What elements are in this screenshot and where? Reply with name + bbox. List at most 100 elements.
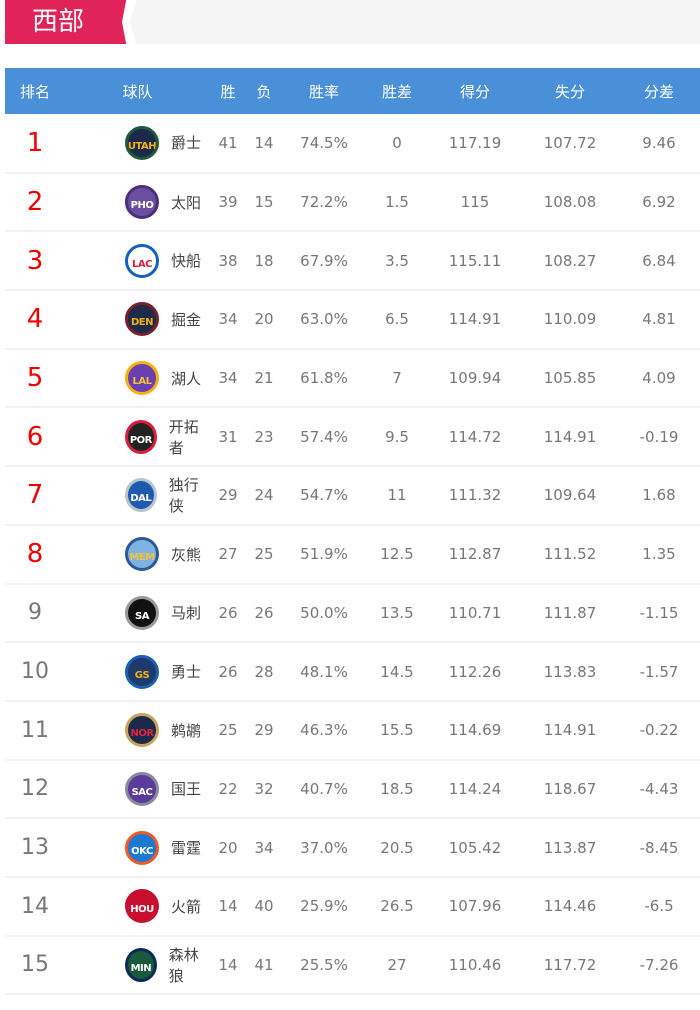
- team-abbr: DAL: [130, 493, 152, 505]
- win-pct: 63.0%: [282, 290, 366, 350]
- losses: 21: [246, 348, 282, 409]
- team-abbr: PHO: [130, 200, 154, 212]
- point-diff: -8.45: [618, 818, 700, 878]
- losses: 34: [246, 818, 282, 878]
- team-logo-icon: GS: [125, 654, 159, 689]
- games-behind: 0: [366, 114, 428, 174]
- team-abbr: HOU: [130, 904, 154, 916]
- team-name[interactable]: 独行侠: [168, 476, 199, 516]
- rank: 9: [5, 583, 65, 644]
- rank: 7: [5, 466, 65, 526]
- table-row[interactable]: 6 POR 开拓者 31 23 57.4% 9.5 114.72 114.91 -…: [5, 407, 700, 468]
- wins: 39: [210, 172, 246, 233]
- team-name[interactable]: 掘金: [171, 310, 202, 329]
- wins: 31: [210, 407, 246, 468]
- points-against: 109.64: [522, 466, 618, 526]
- table-header: 排名 球队 胜 负 胜率 胜差 得分 失分 分差: [5, 68, 700, 114]
- team-name[interactable]: 森林狼: [168, 945, 199, 985]
- win-pct: 48.1%: [282, 642, 366, 702]
- point-diff: -6.5: [618, 876, 700, 937]
- games-behind: 13.5: [366, 583, 428, 644]
- table-row[interactable]: 14 HOU 火箭 14 40 25.9% 26.5 107.96 114.46 …: [5, 876, 700, 937]
- table-row[interactable]: 13 OKC 雷霆 20 34 37.0% 20.5 105.42 113.87 …: [5, 818, 700, 878]
- win-pct: 25.5%: [282, 935, 366, 996]
- losses: 28: [246, 642, 282, 702]
- point-diff: 9.46: [618, 114, 700, 174]
- points-against: 105.85: [522, 348, 618, 409]
- team-name[interactable]: 灰熊: [171, 545, 202, 564]
- team-name[interactable]: 开拓者: [168, 417, 199, 457]
- points-for: 115: [428, 172, 522, 233]
- table-row[interactable]: 4 DEN 掘金 34 20 63.0% 6.5 114.91 110.09 4.…: [5, 290, 700, 350]
- col-team: 球队: [122, 82, 153, 101]
- col-rank: 排名: [19, 82, 50, 101]
- losses: 14: [246, 114, 282, 174]
- team-logo-icon: MEM: [125, 537, 159, 572]
- win-pct: 72.2%: [282, 172, 366, 233]
- losses: 40: [246, 876, 282, 937]
- points-against: 108.08: [522, 172, 618, 233]
- col-wins: 胜: [220, 82, 236, 101]
- team-name[interactable]: 雷霆: [171, 839, 202, 858]
- table-row[interactable]: 1 UTAH 爵士 41 14 74.5% 0 117.19 107.72 9.4…: [5, 114, 700, 174]
- games-behind: 9.5: [366, 407, 428, 468]
- wins: 14: [210, 876, 246, 937]
- team-name[interactable]: 爵士: [171, 134, 202, 153]
- team-name[interactable]: 国王: [171, 780, 202, 799]
- table-row[interactable]: 11 NOR 鹈鹕 25 29 46.3% 15.5 114.69 114.91 …: [5, 700, 700, 761]
- team-name[interactable]: 勇士: [171, 663, 202, 682]
- games-behind: 3.5: [366, 231, 428, 292]
- team-name[interactable]: 太阳: [171, 193, 202, 212]
- team-abbr: GS: [134, 669, 150, 681]
- team-name[interactable]: 快船: [171, 252, 202, 271]
- point-diff: 1.35: [618, 524, 700, 585]
- table-row[interactable]: 7 DAL 独行侠 29 24 54.7% 11 111.32 109.64 1.…: [5, 466, 700, 526]
- point-diff: 4.09: [618, 348, 700, 409]
- games-behind: 1.5: [366, 172, 428, 233]
- points-for: 110.71: [428, 583, 522, 644]
- conference-tab-west[interactable]: 西部: [5, 0, 133, 44]
- win-pct: 25.9%: [282, 876, 366, 937]
- points-against: 108.27: [522, 231, 618, 292]
- losses: 23: [246, 407, 282, 468]
- losses: 41: [246, 935, 282, 996]
- points-for: 115.11: [428, 231, 522, 292]
- win-pct: 40.7%: [282, 759, 366, 820]
- wins: 14: [210, 935, 246, 996]
- points-for: 114.72: [428, 407, 522, 468]
- table-row[interactable]: 8 MEM 灰熊 27 25 51.9% 12.5 112.87 111.52 1…: [5, 524, 700, 585]
- col-points-against: 失分: [554, 82, 585, 101]
- games-behind: 11: [366, 466, 428, 526]
- team-abbr: MEM: [129, 552, 155, 564]
- table-row[interactable]: 12 SAC 国王 22 32 40.7% 18.5 114.24 118.67 …: [5, 759, 700, 820]
- rank: 10: [5, 642, 65, 702]
- wins: 34: [210, 290, 246, 350]
- points-for: 107.96: [428, 876, 522, 937]
- table-row[interactable]: 2 PHO 太阳 39 15 72.2% 1.5 115 108.08 6.92: [5, 172, 700, 233]
- points-for: 105.42: [428, 818, 522, 878]
- rank: 3: [5, 231, 65, 292]
- rank: 12: [5, 759, 65, 820]
- table-row[interactable]: 5 LAL 湖人 34 21 61.8% 7 109.94 105.85 4.09: [5, 348, 700, 409]
- wins: 26: [210, 583, 246, 644]
- team-name[interactable]: 鹈鹕: [171, 721, 202, 740]
- team-abbr: DEN: [130, 317, 154, 329]
- table-row[interactable]: 15 MIN 森林狼 14 41 25.5% 27 110.46 117.72 -…: [5, 935, 700, 996]
- games-behind: 15.5: [366, 700, 428, 761]
- point-diff: -0.19: [618, 407, 700, 468]
- team-name[interactable]: 湖人: [171, 369, 202, 388]
- points-against: 117.72: [522, 935, 618, 996]
- team-name[interactable]: 马刺: [171, 604, 202, 623]
- wins: 26: [210, 642, 246, 702]
- win-pct: 51.9%: [282, 524, 366, 585]
- games-behind: 20.5: [366, 818, 428, 878]
- team-abbr: NOR: [130, 728, 154, 740]
- win-pct: 61.8%: [282, 348, 366, 409]
- table-row[interactable]: 3 LAC 快船 38 18 67.9% 3.5 115.11 108.27 6.…: [5, 231, 700, 292]
- team-logo-icon: SA: [125, 595, 159, 630]
- win-pct: 37.0%: [282, 818, 366, 878]
- table-row[interactable]: 9 SA 马刺 26 26 50.0% 13.5 110.71 111.87 -1…: [5, 583, 700, 644]
- team-name[interactable]: 火箭: [171, 897, 202, 916]
- losses: 18: [246, 231, 282, 292]
- table-row[interactable]: 10 GS 勇士 26 28 48.1% 14.5 112.26 113.83 -…: [5, 642, 700, 702]
